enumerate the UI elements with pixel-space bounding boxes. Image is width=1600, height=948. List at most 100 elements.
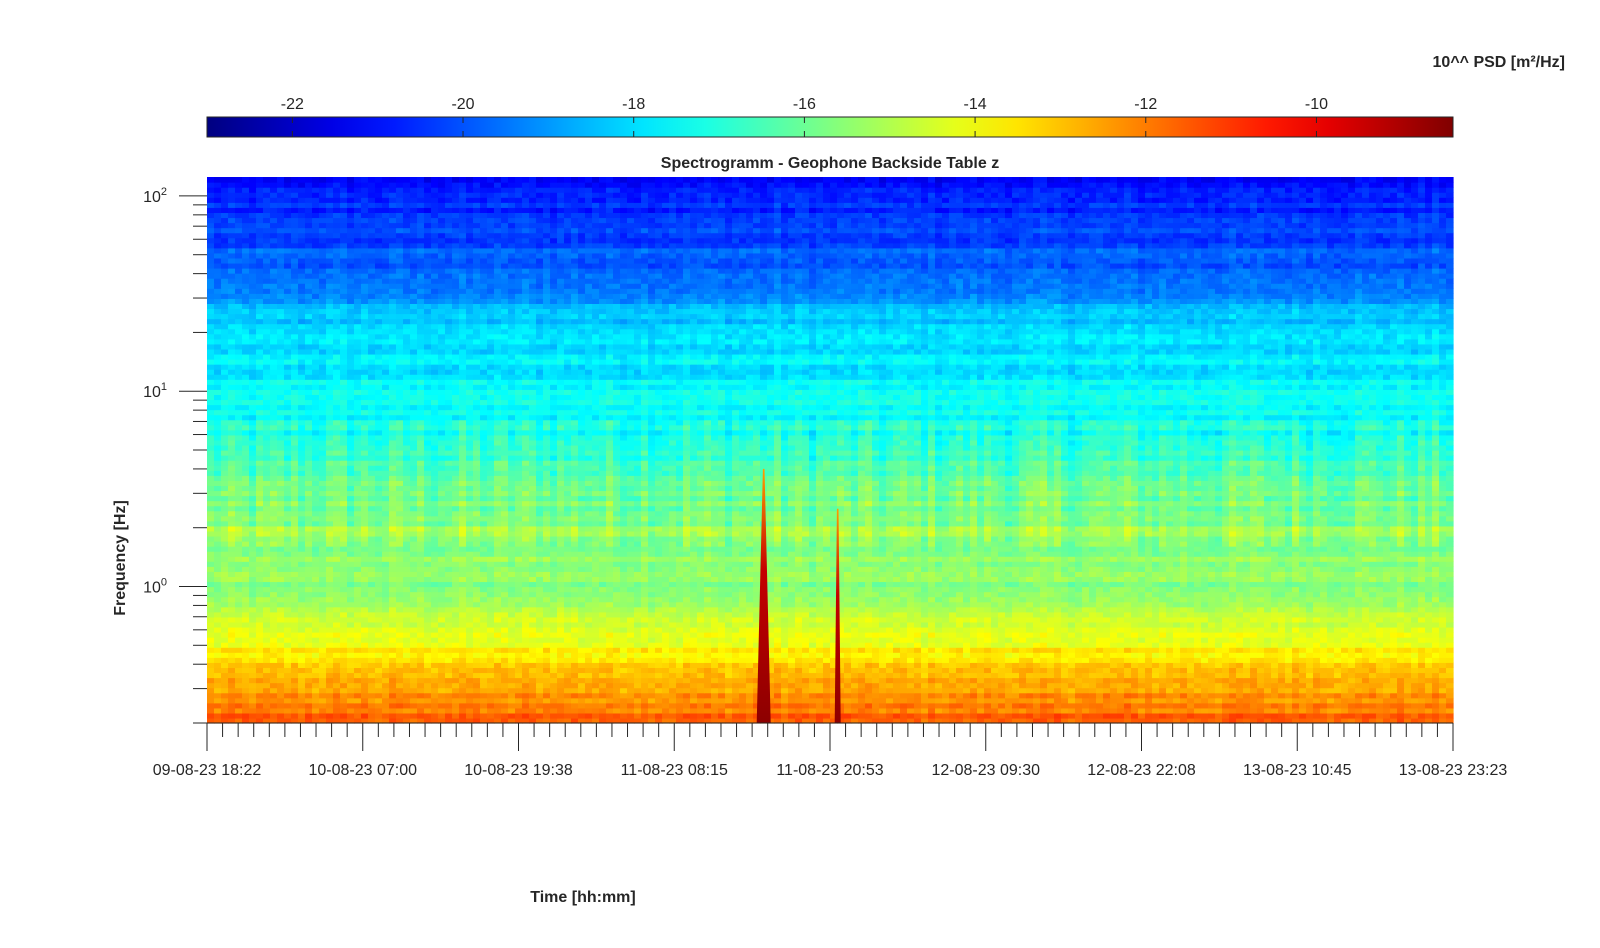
heatmap-cell (1320, 698, 1328, 704)
heatmap-cell (585, 607, 593, 613)
heatmap-cell (620, 672, 628, 678)
heatmap-cell (235, 652, 243, 658)
heatmap-cell (585, 592, 593, 598)
heatmap-cell (851, 597, 859, 603)
heatmap-cell (333, 688, 341, 694)
heatmap-cell (914, 683, 922, 689)
heatmap-cell (893, 698, 901, 704)
heatmap-cell (354, 587, 362, 593)
heatmap-cell (1264, 667, 1272, 673)
heatmap-cell (606, 698, 614, 704)
heatmap-cell (851, 612, 859, 618)
heatmap-cell (340, 587, 348, 593)
heatmap-cell (1341, 637, 1349, 643)
heatmap-cell (1201, 652, 1209, 658)
heatmap-cell (1047, 587, 1055, 593)
heatmap-cell (347, 617, 355, 623)
heatmap-cell (886, 622, 894, 628)
heatmap-cell (410, 652, 418, 658)
heatmap-cell (221, 683, 229, 689)
heatmap-cell (564, 612, 572, 618)
heatmap-cell (1362, 647, 1370, 653)
heatmap-cell (1341, 688, 1349, 694)
heatmap-cell (1257, 612, 1265, 618)
heatmap-cell (1033, 592, 1041, 598)
heatmap-cell (732, 703, 740, 709)
heatmap-cell (739, 683, 747, 689)
heatmap-cell (1292, 652, 1300, 658)
heatmap-cell (774, 713, 782, 719)
heatmap-cell (1292, 607, 1300, 613)
heatmap-cell (354, 657, 362, 663)
heatmap-cell (536, 597, 544, 603)
heatmap-cell (683, 632, 691, 638)
heatmap-cell (452, 672, 460, 678)
heatmap-cell (242, 708, 250, 714)
heatmap-cell (1390, 678, 1398, 684)
heatmap-cell (788, 662, 796, 668)
heatmap-cell (466, 622, 474, 628)
heatmap-cell (1320, 708, 1328, 714)
heatmap-cell (1236, 647, 1244, 653)
heatmap-cell (585, 657, 593, 663)
heatmap-cell (1117, 587, 1125, 593)
heatmap-cell (1208, 617, 1216, 623)
heatmap-cell (1418, 637, 1426, 643)
heatmap-cell (1243, 637, 1251, 643)
heatmap-cell (284, 592, 292, 598)
heatmap-cell (1432, 592, 1440, 598)
heatmap-cell (697, 667, 705, 673)
heatmap-cell (424, 703, 432, 709)
heatmap-cell (1026, 667, 1034, 673)
heatmap-cell (942, 581, 950, 587)
heatmap-cell (1047, 708, 1055, 714)
heatmap-cell (298, 713, 306, 719)
heatmap-cell (1215, 602, 1223, 608)
heatmap-cell (445, 667, 453, 673)
heatmap-cell (333, 592, 341, 598)
heatmap-cell (1012, 693, 1020, 699)
heatmap-cell (1278, 683, 1286, 689)
heatmap-cell (928, 642, 936, 648)
heatmap-cell (1411, 622, 1419, 628)
heatmap-cell (249, 632, 257, 638)
heatmap-cell (1040, 703, 1048, 709)
heatmap-cell (1425, 587, 1433, 593)
heatmap-cell (1208, 657, 1216, 663)
heatmap-cell (634, 617, 642, 623)
heatmap-cell (298, 698, 306, 704)
heatmap-cell (249, 637, 257, 643)
heatmap-cell (1152, 713, 1160, 719)
heatmap-cell (1355, 642, 1363, 648)
heatmap-cell (515, 667, 523, 673)
heatmap-cell (1432, 698, 1440, 704)
heatmap-cell (207, 642, 215, 648)
heatmap-cell (1005, 652, 1013, 658)
heatmap-cell (844, 617, 852, 623)
heatmap-cell (900, 617, 908, 623)
heatmap-cell (494, 683, 502, 689)
heatmap-cell (970, 637, 978, 643)
heatmap-cell (1040, 678, 1048, 684)
heatmap-cell (1166, 622, 1174, 628)
heatmap-cell (1439, 622, 1447, 628)
heatmap-cell (1194, 622, 1202, 628)
heatmap-cell (1103, 617, 1111, 623)
heatmap-cell (298, 581, 306, 587)
heatmap-cell (1033, 693, 1041, 699)
heatmap-cell (1327, 652, 1335, 658)
heatmap-cell (361, 597, 369, 603)
heatmap-cell (683, 698, 691, 704)
heatmap-cell (683, 602, 691, 608)
heatmap-cell (592, 688, 600, 694)
heatmap-cell (893, 672, 901, 678)
heatmap-cell (494, 672, 502, 678)
heatmap-cell (284, 678, 292, 684)
heatmap-cell (417, 642, 425, 648)
heatmap-cell (1236, 637, 1244, 643)
heatmap-cell (648, 703, 656, 709)
heatmap-cell (1411, 607, 1419, 613)
heatmap-cell (1117, 698, 1125, 704)
heatmap-cell (1320, 597, 1328, 603)
heatmap-cell (774, 627, 782, 633)
